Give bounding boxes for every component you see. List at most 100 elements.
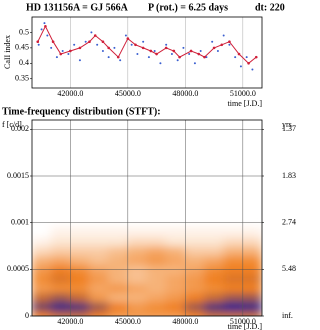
heat-cell	[32, 245, 52, 256]
heat-cell	[127, 310, 148, 316]
x-tick-label: 48000.0	[172, 317, 198, 326]
y-tick-label: 0.002	[11, 124, 29, 133]
heat-cell	[223, 292, 244, 303]
heat-cell	[165, 292, 186, 303]
heat-cell	[165, 245, 186, 256]
heat-cell	[223, 254, 244, 266]
heat-cell	[165, 254, 186, 266]
y-tick-label: 0.4	[19, 58, 29, 67]
heat-cell	[108, 226, 129, 238]
heat-cell	[242, 245, 262, 256]
heat-cell	[108, 301, 129, 312]
heat-cell	[146, 282, 167, 294]
heat-cell	[89, 301, 110, 312]
fit-point	[197, 52, 201, 56]
fit-point	[59, 52, 63, 56]
heat-cell	[204, 254, 225, 266]
heat-cell	[32, 310, 52, 316]
data-point	[61, 49, 64, 52]
x-tick-label: 42000.0	[57, 317, 83, 326]
y-tick-label: 0.0015	[7, 171, 29, 180]
y2-tick-label: 5.48	[282, 264, 296, 273]
fit-point	[254, 55, 258, 59]
data-point	[147, 56, 150, 59]
data-point	[43, 22, 46, 25]
heat-cell	[184, 245, 205, 256]
heat-cell	[165, 282, 186, 294]
heat-cell	[146, 292, 167, 303]
heat-cell	[204, 292, 225, 303]
data-point	[101, 49, 104, 52]
heat-cell	[146, 226, 167, 238]
fit-point	[69, 49, 72, 53]
plot-frame	[31, 16, 263, 89]
heat-cell	[50, 236, 71, 247]
data-point	[188, 53, 191, 56]
heat-cell	[69, 245, 90, 256]
heat-cell	[89, 226, 110, 238]
heat-cell	[89, 282, 110, 294]
y2-tick-label: inf.	[282, 311, 293, 320]
heat-cell	[108, 254, 129, 266]
heatmap	[32, 226, 262, 316]
y-tick-label: 0.45	[15, 43, 29, 52]
heat-cell	[204, 301, 225, 312]
heat-cell	[242, 273, 262, 284]
heat-cell	[50, 254, 71, 266]
heat-cell	[69, 236, 90, 247]
fit-point	[126, 37, 130, 40]
heat-cell	[223, 273, 244, 284]
data-point	[170, 53, 173, 56]
heat-cell	[165, 226, 186, 238]
heat-cell	[50, 273, 71, 284]
heat-cell	[108, 292, 129, 303]
heat-cell	[89, 292, 110, 303]
fit-point	[164, 46, 168, 50]
heat-cell	[32, 282, 52, 294]
fit-point	[36, 40, 40, 43]
data-point	[239, 65, 242, 68]
data-point	[96, 43, 99, 46]
heat-cell	[32, 226, 52, 238]
data-point	[176, 59, 179, 62]
heat-cell	[184, 236, 205, 247]
y-tick-label: 0	[25, 311, 29, 320]
data-point	[165, 43, 168, 46]
chart-title: Time-frequency distribution (STFT):	[2, 106, 161, 117]
heat-cell	[69, 292, 90, 303]
heat-cell	[32, 292, 52, 303]
fit-point	[116, 55, 120, 59]
heat-cell	[69, 254, 90, 266]
heat-cell	[242, 236, 262, 247]
heat-cell	[184, 310, 205, 316]
data-point	[136, 53, 139, 56]
heat-cell	[69, 310, 90, 316]
data-point	[113, 46, 116, 49]
x-tick-label: 45000.0	[115, 317, 141, 326]
y2-tick-label: 2.74	[282, 217, 296, 226]
heat-cell	[204, 273, 225, 284]
heat-cell	[165, 236, 186, 247]
heat-cell	[242, 254, 262, 266]
data-point	[46, 34, 49, 37]
heat-cell	[184, 226, 205, 238]
data-point	[130, 43, 133, 46]
heat-cell	[89, 236, 110, 247]
heat-cell	[204, 310, 225, 316]
plot-frame	[31, 119, 263, 317]
heat-cell	[223, 310, 244, 316]
heat-cell	[108, 282, 129, 294]
fit-point	[141, 46, 145, 50]
data-point	[142, 40, 145, 43]
fit-point	[237, 52, 241, 56]
heat-cell	[108, 310, 129, 316]
heat-cell	[32, 236, 52, 247]
y2-tick-label: 1.37	[282, 124, 296, 133]
heat-cell	[242, 226, 262, 238]
heat-cell	[165, 310, 186, 316]
heat-cell	[127, 282, 148, 294]
fit-point	[220, 43, 224, 47]
data-point	[211, 40, 214, 43]
fit-point	[78, 46, 82, 50]
data-point	[37, 43, 40, 46]
